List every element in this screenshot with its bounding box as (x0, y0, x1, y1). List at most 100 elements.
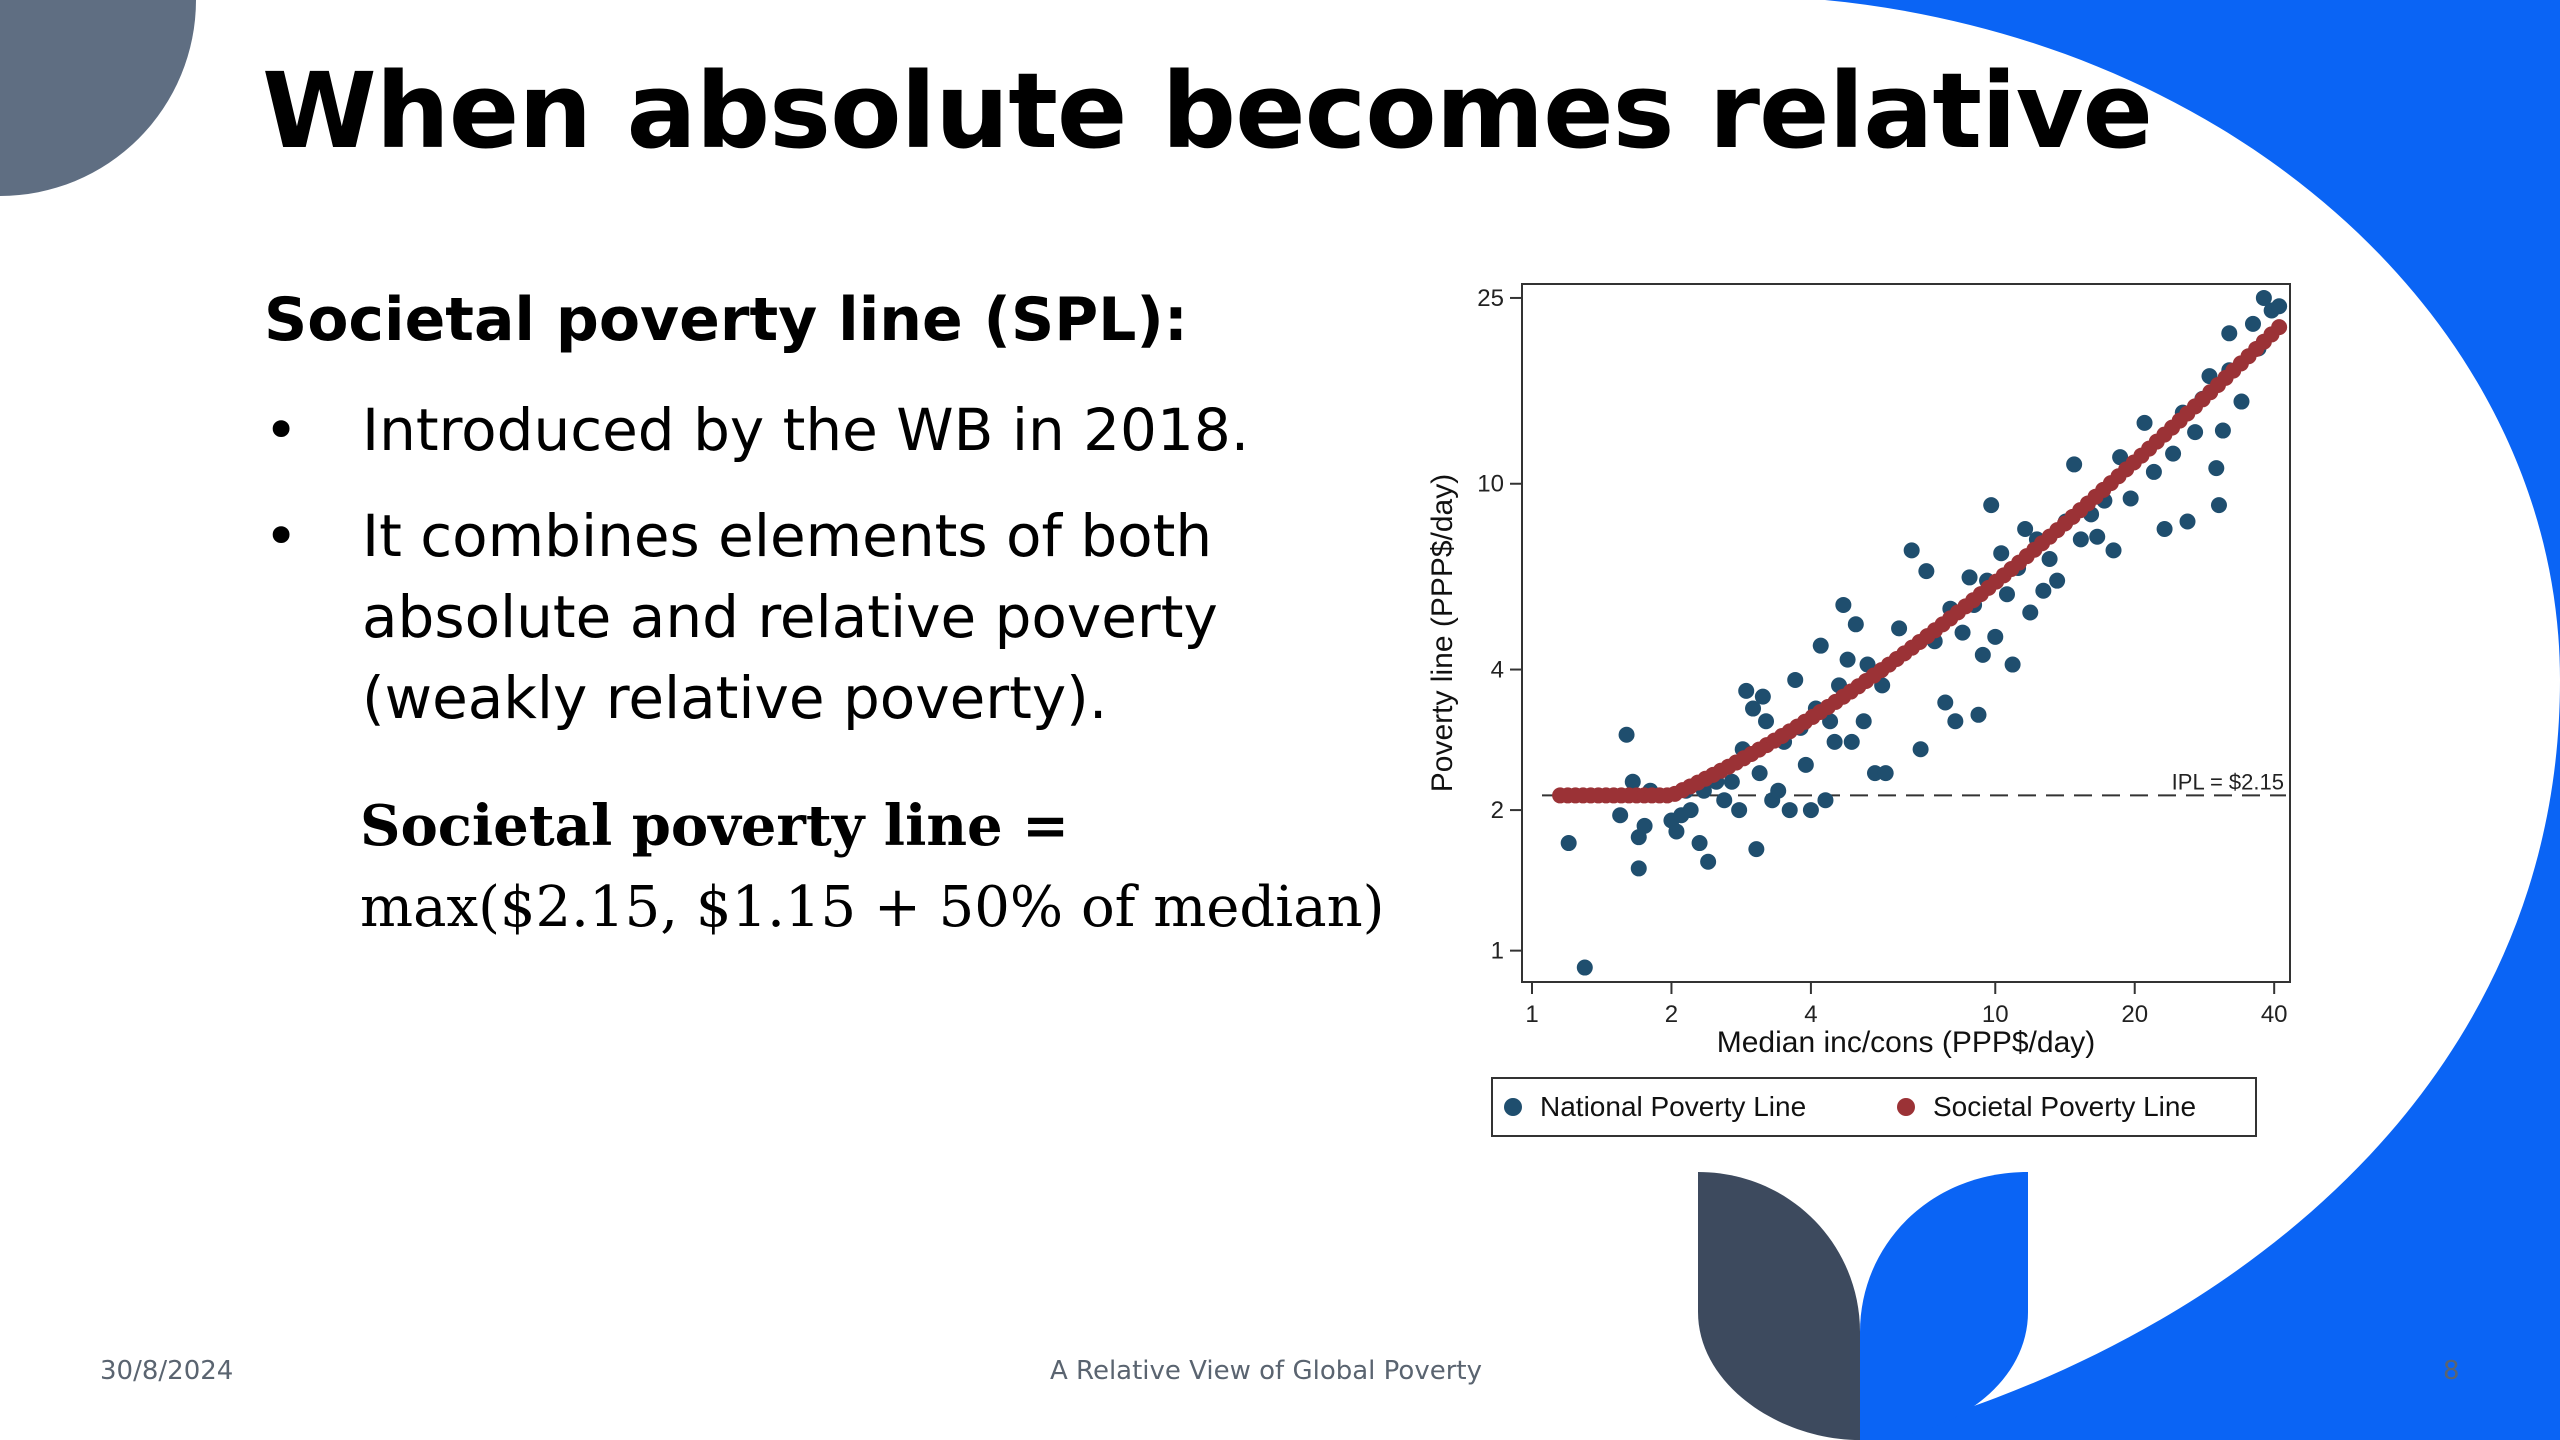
national-poverty-point (1843, 733, 1860, 750)
national-poverty-point (1891, 620, 1908, 637)
national-poverty-point (1691, 835, 1708, 852)
national-poverty-point (1624, 773, 1641, 790)
national-poverty-point (1812, 637, 1829, 654)
spl-formula: Societal poverty line = max($2.15, $1.15… (360, 785, 1385, 949)
national-poverty-point (2156, 520, 2173, 537)
y-tick-label: 4 (1491, 657, 1504, 684)
national-poverty-point (1751, 765, 1768, 782)
national-poverty-point (1787, 671, 1804, 688)
national-poverty-point (1682, 802, 1699, 819)
legend-box (1491, 1077, 2257, 1137)
bullet-item: • It combines elements of both absolute a… (264, 496, 1404, 739)
national-poverty-point (1839, 651, 1856, 668)
national-poverty-point (1781, 802, 1798, 819)
legend-national-marker (1504, 1098, 1522, 1116)
national-poverty-point (1974, 646, 1991, 663)
national-poverty-point (1998, 586, 2015, 603)
national-poverty-point (1716, 792, 1733, 809)
national-poverty-point (2187, 424, 2204, 441)
x-tick-label: 1 (1525, 1001, 1538, 1028)
national-poverty-point (1560, 835, 1577, 852)
national-poverty-point (2122, 490, 2139, 507)
national-poverty-point (2049, 572, 2066, 589)
national-poverty-point (1970, 706, 1987, 723)
national-poverty-point (1745, 700, 1762, 717)
national-poverty-point (2066, 456, 2083, 473)
y-tick-label: 25 (1477, 285, 1504, 312)
national-poverty-point (2004, 656, 2021, 673)
national-poverty-point (1723, 773, 1740, 790)
national-poverty-point (1770, 782, 1787, 799)
national-poverty-point (1668, 823, 1685, 840)
national-poverty-point (1817, 792, 1834, 809)
national-poverty-point (2035, 582, 2052, 599)
national-poverty-point (1983, 497, 2000, 514)
y-axis-label: Poverty line (PPP$/day) (1426, 474, 1459, 792)
national-poverty-point (1835, 596, 1852, 613)
x-tick-label: 40 (2261, 1001, 2288, 1028)
national-poverty-point (1903, 542, 1920, 559)
national-poverty-point (1636, 817, 1653, 834)
national-poverty-point (2105, 542, 2122, 559)
dark-leaf-shape (1698, 1172, 1860, 1440)
national-poverty-point (2136, 414, 2153, 431)
national-poverty-point (2041, 550, 2058, 567)
national-poverty-point (2233, 393, 2250, 410)
national-poverty-point (2145, 463, 2162, 480)
chart-points (1552, 289, 2288, 976)
national-poverty-point (1576, 959, 1593, 976)
national-poverty-point (2210, 497, 2227, 514)
x-tick-label: 20 (2121, 1001, 2148, 1028)
blue-arc-shape (1825, 0, 2560, 1440)
national-poverty-point (1918, 563, 1935, 580)
bullet-text: It combines elements of both absolute an… (362, 502, 1218, 732)
plot-frame (1521, 283, 2291, 983)
national-poverty-point (2089, 528, 2106, 545)
legend-societal-marker (1897, 1098, 1915, 1116)
page-number: 8 (2443, 1356, 2460, 1386)
formula-rhs: max($2.15, $1.15 + 50% of median) (360, 875, 1385, 940)
national-poverty-point (2214, 422, 2231, 439)
bullet-item: • Introduced by the WB in 2018. (264, 390, 1404, 471)
national-poverty-point (1797, 756, 1814, 773)
national-poverty-point (1937, 694, 1954, 711)
national-poverty-point (2208, 460, 2225, 477)
poverty-line-scatter-chart: 1 2 4 10 20 40 1 2 4 10 25 Median inc/cons (PPP$/da… (1426, 283, 2291, 1137)
x-tick-label: 2 (1665, 1001, 1678, 1028)
bullet-dot-icon: • (264, 502, 299, 570)
national-poverty-point (2022, 604, 2039, 621)
national-poverty-point (1826, 733, 1843, 750)
national-poverty-point (1738, 682, 1755, 699)
legend-societal-label: Societal Poverty Line (1933, 1091, 2196, 1122)
corner-quarter-circle (0, 0, 196, 196)
national-poverty-point (1618, 726, 1635, 743)
national-poverty-point (1847, 616, 1864, 633)
x-tick-label: 10 (1982, 1001, 2009, 1028)
national-poverty-point (1748, 841, 1765, 858)
national-poverty-point (1954, 624, 1971, 641)
societal-poverty-point (2271, 319, 2288, 336)
national-poverty-point (2179, 513, 2196, 530)
legend-national-label: National Poverty Line (1540, 1091, 1806, 1122)
y-tick-label: 1 (1491, 938, 1504, 965)
national-poverty-point (1731, 802, 1748, 819)
x-tick-label: 4 (1804, 1001, 1817, 1028)
national-poverty-point (1630, 860, 1647, 877)
bullet-text: Introduced by the WB in 2018. (362, 396, 1250, 464)
national-poverty-point (1758, 713, 1775, 730)
national-poverty-point (2165, 445, 2182, 462)
national-poverty-point (1987, 628, 2004, 645)
y-tick-label: 10 (1477, 471, 1504, 498)
ipl-reference-label: IPL = $2.15 (2172, 769, 2284, 794)
national-poverty-point (2221, 325, 2238, 342)
national-poverty-point (2271, 298, 2288, 315)
national-poverty-point (1993, 545, 2010, 562)
slide-title: When absolute becomes relative (262, 50, 2153, 172)
national-poverty-point (2017, 520, 2034, 537)
chart-legend: National Poverty Line Societal Poverty Li… (1491, 1077, 2257, 1137)
bullet-list: • Introduced by the WB in 2018. • It combi… (264, 390, 1404, 764)
bullet-dot-icon: • (264, 396, 299, 464)
national-poverty-point (1754, 688, 1771, 705)
spl-heading: Societal poverty line (SPL): (264, 285, 1188, 355)
